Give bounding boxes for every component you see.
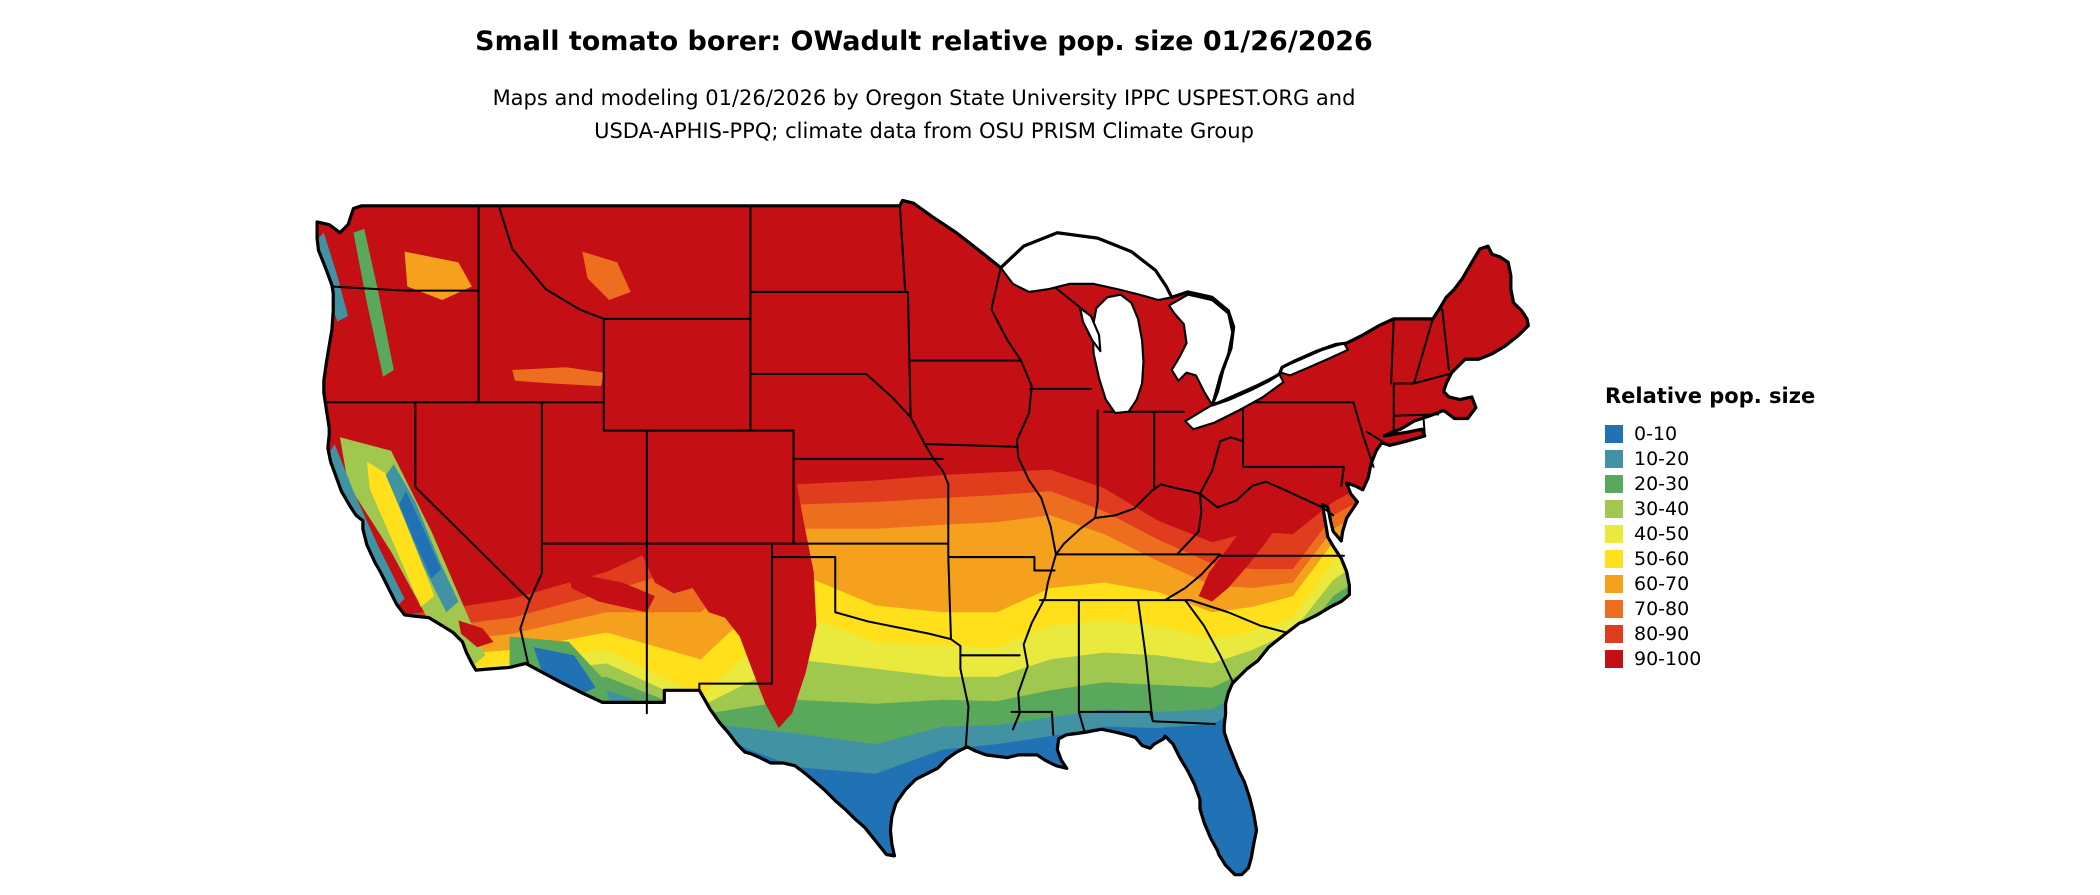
legend-class-label: 80-90 — [1634, 622, 1690, 645]
lake-huron — [1167, 293, 1234, 407]
legend-class-label: 50-60 — [1634, 547, 1690, 570]
legend-row: 90-100 — [1605, 646, 1815, 671]
us-population-map — [270, 168, 1562, 895]
columbia-basin-overlay — [404, 251, 472, 301]
legend-class-label: 10-20 — [1634, 447, 1690, 470]
legend-row: 20-30 — [1605, 471, 1815, 496]
sierra-blue-overlay — [399, 491, 441, 579]
legend-row: 70-80 — [1605, 596, 1815, 621]
legend: Relative pop. size 0-10 10-20 20-30 30-40 40… — [1605, 384, 1815, 671]
legend-row: 80-90 — [1605, 621, 1815, 646]
appalachian-red-overlay — [1198, 453, 1309, 602]
arizona-blue-overlay — [533, 647, 596, 696]
central-valley-overlay — [366, 461, 435, 607]
legend-class-label: 60-70 — [1634, 572, 1690, 595]
legend-swatch — [1605, 574, 1623, 593]
legend-swatch — [1605, 649, 1623, 668]
page-title: Small tomato borer: OWadult relative pop… — [475, 26, 1373, 57]
us-map-svg — [315, 198, 1530, 877]
subtitle-line-1: Maps and modeling 01/26/2026 by Oregon S… — [492, 86, 1356, 110]
legend-class-label: 90-100 — [1634, 647, 1702, 670]
legend-class-label: 70-80 — [1634, 597, 1690, 620]
page-subtitle: Maps and modeling 01/26/2026 by Oregon S… — [0, 82, 1848, 148]
legend-swatch — [1605, 474, 1623, 493]
legend-row: 30-40 — [1605, 496, 1815, 521]
us-outline — [315, 198, 1530, 877]
state-borders — [326, 204, 1450, 748]
legend-swatch — [1605, 624, 1623, 643]
legend-swatch — [1605, 524, 1623, 543]
legend-row: 0-10 — [1605, 421, 1815, 446]
legend-class-label: 40-50 — [1634, 522, 1690, 545]
washington-coast-overlay — [317, 232, 349, 322]
socal-mountains-overlay — [458, 620, 494, 648]
montana-valleys-overlay — [582, 251, 631, 301]
legend-rows: 0-10 10-20 20-30 30-40 40-50 50-60 60-70 70-80 8… — [1605, 421, 1815, 671]
california-coast-overlay — [326, 444, 405, 610]
legend-swatch — [1605, 549, 1623, 568]
rockies-red-overlay — [572, 221, 817, 728]
legend-row: 60-70 — [1605, 571, 1815, 596]
snake-plain-overlay — [512, 367, 604, 387]
lake-michigan — [1091, 293, 1145, 415]
subtitle-line-2: USDA-APHIS-PPQ; climate data from OSU PR… — [594, 119, 1254, 143]
legend-row: 10-20 — [1605, 446, 1815, 471]
population-bands — [317, 200, 1529, 875]
great-lakes — [999, 231, 1350, 431]
legend-title: Relative pop. size — [1605, 384, 1816, 408]
legend-swatch — [1605, 499, 1623, 518]
green-bay — [1079, 307, 1102, 353]
legend-class-label: 20-30 — [1634, 472, 1690, 495]
legend-swatch — [1605, 424, 1623, 443]
legend-class-label: 0-10 — [1634, 422, 1678, 445]
legend-swatch — [1605, 599, 1623, 618]
legend-row: 40-50 — [1605, 521, 1815, 546]
mogollon-red-overlay — [568, 571, 655, 613]
legend-swatch — [1605, 449, 1623, 468]
cascades-overlay — [353, 228, 394, 377]
legend-row: 50-60 — [1605, 546, 1815, 571]
legend-class-label: 30-40 — [1634, 497, 1690, 520]
